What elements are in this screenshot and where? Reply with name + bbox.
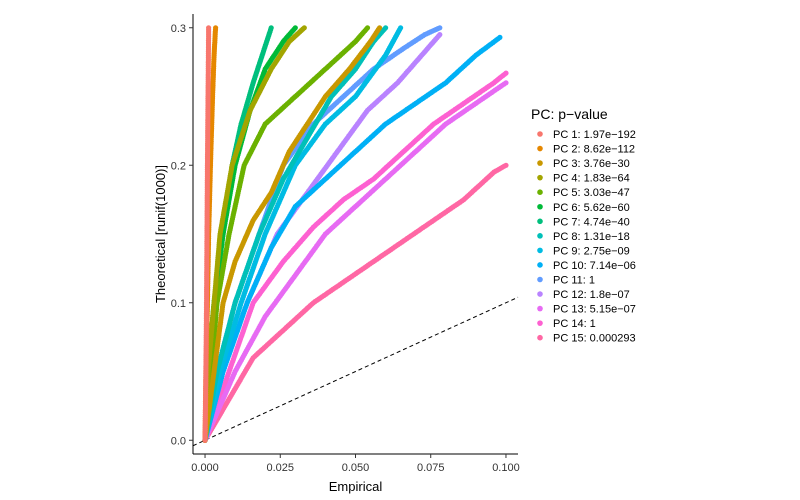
legend-label: PC 3: 3.76e−30 [553, 158, 630, 170]
legend-swatch [537, 218, 543, 225]
legend: PC: p−value PC 1: 1.97e−192 PC 2: 8.62e−1… [531, 106, 636, 345]
series-5 [202, 25, 371, 443]
data-point [383, 25, 389, 31]
y-tick-label: 0.0 [171, 435, 186, 447]
plot-area [192, 25, 519, 447]
data-point [206, 25, 212, 31]
y-tick-label: 0.3 [171, 23, 186, 35]
series-1 [202, 25, 212, 443]
data-point [503, 80, 509, 86]
legend-item: PC 4: 1.83e−64 [537, 173, 630, 185]
y-axis-ticks: 0.0 0.1 0.2 0.3 [171, 23, 193, 447]
data-point [268, 25, 274, 31]
x-axis-ticks: 0.000 0.025 0.050 0.075 0.100 [191, 454, 520, 474]
data-point [503, 70, 509, 76]
data-point [377, 25, 383, 31]
y-tick-label: 0.1 [171, 298, 186, 310]
legend-item: PC 14: 1 [537, 318, 596, 330]
legend-label: PC 12: 1.8e−07 [553, 289, 630, 301]
legend-item: PC 5: 3.03e−47 [537, 187, 630, 199]
legend-title: PC: p−value [531, 106, 608, 122]
y-axis-title: Theoretical [runif(1000)] [153, 165, 168, 303]
legend-label: PC 9: 2.75e−09 [553, 245, 630, 257]
legend-swatch [537, 160, 543, 166]
legend-label: PC 10: 7.14e−06 [553, 260, 636, 272]
data-point [364, 25, 371, 31]
axes: 0.000 0.025 0.050 0.075 0.100 0.0 0.1 0.2 0.3 E… [153, 14, 520, 494]
legend-item: PC 8: 1.31e−18 [537, 231, 630, 243]
legend-swatch [537, 276, 543, 283]
legend-item: PC 15: 0.000293 [537, 333, 636, 345]
x-tick-label: 0.075 [417, 462, 445, 474]
legend-item: PC 9: 2.75e−09 [537, 245, 630, 257]
legend-swatch [537, 174, 543, 181]
x-tick-label: 0.025 [267, 462, 295, 474]
data-point [398, 25, 404, 31]
legend-item: PC 11: 1 [537, 275, 595, 287]
series-15 [202, 162, 509, 443]
data-point [437, 31, 443, 38]
legend-swatch [537, 203, 543, 210]
legend-swatch [537, 305, 543, 312]
legend-label: PC 2: 8.62e−112 [553, 144, 635, 156]
x-tick-label: 0.000 [191, 462, 219, 474]
legend-label: PC 6: 5.62e−60 [553, 202, 630, 214]
legend-swatch [537, 233, 543, 239]
y-tick-label: 0.2 [171, 160, 186, 172]
legend-item: PC 2: 8.62e−112 [537, 144, 635, 156]
legend-swatch [537, 189, 543, 195]
data-point [497, 34, 503, 41]
legend-item: PC 12: 1.8e−07 [537, 289, 630, 301]
legend-label: PC 7: 4.74e−40 [553, 216, 630, 228]
legend-swatch [537, 291, 543, 297]
data-point [213, 25, 219, 31]
data-point [503, 162, 509, 168]
legend-label: PC 5: 3.03e−47 [553, 187, 630, 199]
legend-swatch [537, 334, 543, 341]
data-point [292, 25, 298, 31]
legend-items: PC 1: 1.97e−192 PC 2: 8.62e−112 PC 3: 3.76… [537, 129, 636, 345]
legend-label: PC 4: 1.83e−64 [553, 173, 630, 185]
legend-label: PC 11: 1 [553, 275, 595, 287]
legend-label: PC 8: 1.31e−18 [553, 231, 630, 243]
series-14 [202, 70, 509, 443]
series-4 [202, 25, 307, 443]
legend-item: PC 3: 3.76e−30 [537, 158, 630, 170]
legend-label: PC 13: 5.15e−07 [553, 304, 636, 316]
data-point [437, 25, 443, 31]
legend-item: PC 13: 5.15e−07 [537, 304, 636, 316]
legend-item: PC 7: 4.74e−40 [537, 216, 630, 228]
legend-swatch [537, 131, 543, 137]
legend-swatch [537, 247, 543, 254]
legend-item: PC 10: 7.14e−06 [537, 260, 636, 272]
x-tick-label: 0.050 [342, 462, 370, 474]
legend-label: PC 14: 1 [553, 318, 596, 330]
reference-line [192, 296, 519, 447]
legend-item: PC 1: 1.97e−192 [537, 129, 636, 141]
legend-swatch [537, 145, 543, 152]
legend-swatch [537, 320, 543, 326]
legend-swatch [537, 262, 543, 268]
legend-label: PC 1: 1.97e−192 [553, 129, 636, 141]
x-tick-label: 0.100 [492, 462, 520, 474]
data-point [301, 25, 307, 31]
legend-item: PC 6: 5.62e−60 [537, 202, 630, 214]
x-axis-title: Empirical [329, 479, 383, 494]
legend-label: PC 15: 0.000293 [553, 333, 636, 345]
